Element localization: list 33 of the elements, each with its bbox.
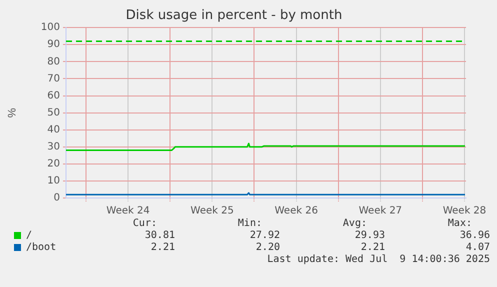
y-tick-label: 60 <box>47 90 60 102</box>
text: 36.96 <box>460 230 490 241</box>
x-tick-label: Week 28 <box>442 206 486 217</box>
x-tick-label: Week 27 <box>358 206 402 217</box>
y-tick-label: 80 <box>47 56 60 68</box>
y-tick-label: 10 <box>47 176 60 187</box>
x-tick-label: Week 26 <box>274 206 318 217</box>
y-tick-label: 50 <box>47 107 60 118</box>
x-tick-label: Week 24 <box>106 206 150 217</box>
text: 27.92 <box>250 230 280 241</box>
x-tick-label: Week 25 <box>190 206 234 217</box>
y-tick-label: 70 <box>47 73 60 84</box>
text: 29.93 <box>354 230 385 241</box>
y-tick-label: 0 <box>54 192 60 204</box>
text: Min: <box>238 218 262 229</box>
text: Cur: <box>132 218 157 229</box>
legend-label: /boot <box>26 242 56 253</box>
y-tick-label: 40 <box>47 124 60 136</box>
y-axis-title: % <box>6 108 19 118</box>
text: Last update: Wed Jul 9 14:00:36 2025 <box>267 254 490 265</box>
text: 4.07 <box>466 242 490 253</box>
y-tick-label: 100 <box>40 22 60 34</box>
y-tick-label: 30 <box>47 141 60 152</box>
text: 2.20 <box>256 242 280 253</box>
text: Avg: <box>342 218 367 229</box>
text: 30.81 <box>144 230 175 241</box>
y-tick-label: 90 <box>47 39 60 50</box>
chart-title: Disk usage in percent - by month <box>126 8 342 24</box>
text: Max: <box>448 218 472 229</box>
text: 2.21 <box>360 242 385 253</box>
text: 2.21 <box>150 242 175 253</box>
legend-label: / <box>26 230 32 241</box>
y-tick-label: 20 <box>47 158 60 170</box>
